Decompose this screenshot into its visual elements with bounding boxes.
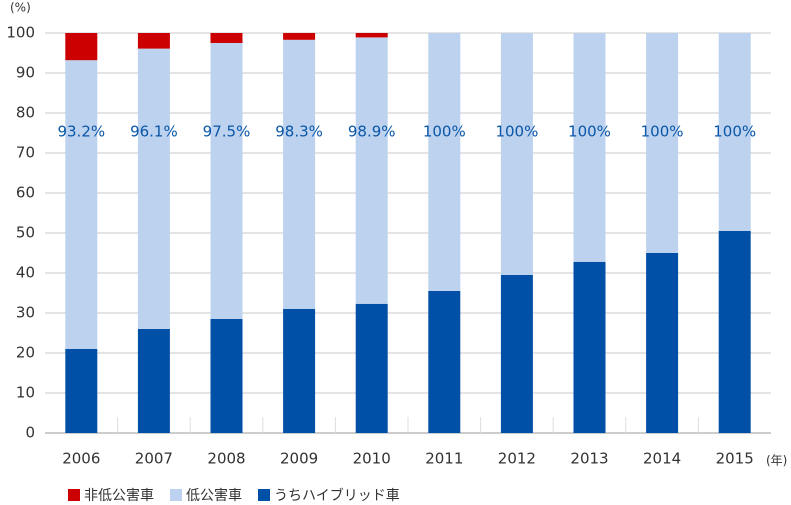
x-tick-label: 2015: [716, 450, 754, 468]
x-tick-label: 2006: [62, 450, 100, 468]
bar-segment: [355, 33, 388, 38]
y-tick-label: 80: [16, 104, 35, 122]
y-tick-label: 20: [16, 344, 35, 362]
value-label: 93.2%: [57, 123, 105, 141]
bar-segment: [65, 349, 98, 433]
x-tick-label: 2007: [135, 450, 173, 468]
bar-segment: [718, 33, 751, 231]
bar-segment: [573, 33, 606, 262]
value-label: 100%: [713, 123, 756, 141]
bar-segment: [718, 231, 751, 433]
y-tick-label: 50: [16, 224, 35, 242]
bar-segment: [283, 309, 316, 433]
bar-segment: [137, 33, 170, 49]
value-label: 96.1%: [130, 123, 178, 141]
bar-segment: [500, 275, 533, 433]
bar-segment: [210, 319, 243, 433]
x-tick-label: 2013: [570, 450, 608, 468]
y-tick-label: 40: [16, 264, 35, 282]
bar-segment: [428, 33, 461, 291]
bar-segment: [428, 291, 461, 433]
y-tick-label: 30: [16, 304, 35, 322]
x-tick-label: 2014: [643, 450, 681, 468]
y-tick-label: 70: [16, 144, 35, 162]
x-tick-label: 2010: [353, 450, 391, 468]
x-tick-label: 2008: [207, 450, 245, 468]
x-tick-label: 2012: [498, 450, 536, 468]
legend-swatch: [170, 489, 182, 501]
bar-segment: [355, 37, 388, 304]
bar-segment: [137, 48, 170, 329]
value-label: 100%: [495, 123, 538, 141]
bar-segment: [137, 329, 170, 433]
x-tick-label: 2011: [425, 450, 463, 468]
y-tick-label: 60: [16, 184, 35, 202]
value-label: 100%: [423, 123, 466, 141]
value-label: 98.3%: [275, 123, 323, 141]
y-tick-label: 10: [16, 384, 35, 402]
bar-segment: [500, 33, 533, 275]
value-label: 97.5%: [203, 123, 251, 141]
bar-segment: [283, 33, 316, 40]
legend-swatch: [258, 489, 270, 501]
bar-segment: [65, 60, 98, 349]
bar-segment: [573, 261, 606, 433]
bar-segment: [65, 33, 98, 61]
x-unit: (年): [766, 454, 787, 468]
legend-label: うちハイブリッド車: [274, 487, 400, 504]
value-label: 98.9%: [348, 123, 396, 141]
bar-segment: [646, 33, 679, 253]
legend-label: 低公害車: [186, 487, 242, 504]
legend-swatch: [68, 489, 80, 501]
y-tick-label: 90: [16, 64, 35, 82]
bar-segment: [646, 253, 679, 433]
x-tick-label: 2009: [280, 450, 318, 468]
y-tick-label: 100: [6, 24, 35, 42]
value-label: 100%: [641, 123, 684, 141]
bar-segment: [210, 33, 243, 43]
bar-segment: [355, 303, 388, 433]
y-tick-label: 0: [25, 424, 35, 442]
y-unit: (%): [10, 1, 31, 15]
legend-label: 非低公害車: [84, 487, 154, 504]
bar-segment: [210, 43, 243, 319]
value-label: 100%: [568, 123, 611, 141]
bar-segment: [283, 39, 316, 310]
